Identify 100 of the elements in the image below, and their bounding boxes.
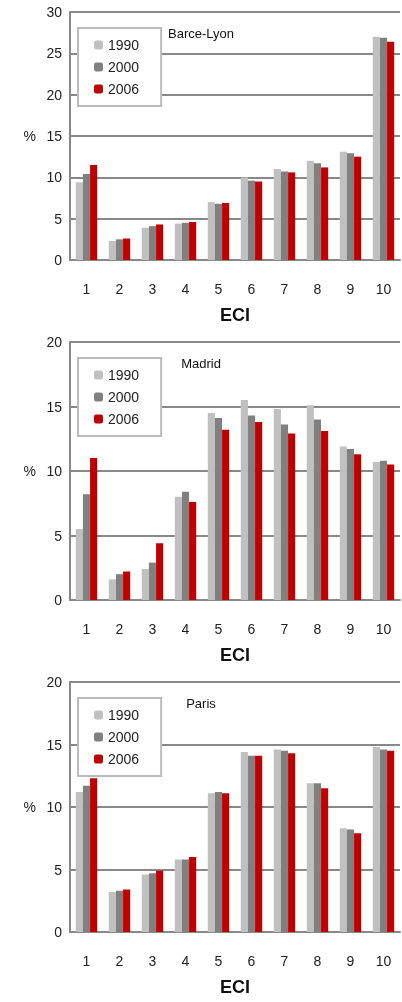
- y-tick-label: 15: [46, 398, 63, 415]
- bar: [255, 421, 263, 600]
- y-tick-label: 10: [46, 799, 63, 815]
- bar: [354, 833, 362, 932]
- x-tick-label: 2: [115, 281, 124, 297]
- y-tick-label: 0: [54, 592, 63, 608]
- bar: [372, 36, 380, 260]
- y-axis-title: %: [23, 128, 36, 144]
- x-tick-label: 4: [181, 953, 190, 969]
- bar: [339, 151, 347, 260]
- x-tick-label: 4: [181, 621, 190, 637]
- legend-label: 2006: [108, 411, 140, 427]
- text: Paris: [186, 696, 217, 711]
- x-tick-label: 8: [313, 953, 322, 969]
- y-tick-label: 15: [46, 736, 63, 753]
- bar: [222, 429, 230, 600]
- y-tick-label: 5: [54, 210, 63, 227]
- bar: [273, 749, 281, 932]
- bar: [240, 400, 248, 600]
- bar: [90, 778, 98, 932]
- legend-label: 1990: [108, 37, 140, 53]
- bar: [189, 501, 197, 600]
- bar: [156, 543, 164, 600]
- x-tick-label: 5: [214, 281, 223, 297]
- bar: [273, 169, 281, 260]
- x-tick-label: 5: [214, 953, 223, 969]
- bar: [90, 164, 98, 260]
- y-tick-label: 5: [54, 527, 63, 544]
- text: Barce-Lyon: [168, 26, 234, 41]
- x-tick-label: 7: [280, 281, 289, 297]
- legend-label: 2000: [108, 729, 140, 745]
- bar: [75, 792, 83, 932]
- legend-label: 2006: [108, 81, 140, 97]
- x-tick-label: 1: [82, 953, 91, 969]
- x-tick-label: 1: [82, 281, 91, 297]
- x-tick-label: 9: [346, 281, 355, 297]
- y-axis-title: %: [23, 799, 36, 815]
- y-tick-label: 0: [54, 924, 63, 940]
- bar: [288, 433, 296, 600]
- x-tick-label: 6: [247, 281, 256, 297]
- bar: [354, 156, 362, 260]
- x-tick-label: 2: [115, 621, 124, 637]
- bar: [240, 752, 248, 932]
- x-tick-label: 7: [280, 621, 289, 637]
- x-tick-label: 6: [247, 621, 256, 637]
- bar: [156, 870, 164, 932]
- x-tick-label: 9: [346, 953, 355, 969]
- bar: [108, 240, 116, 260]
- bar: [222, 202, 230, 260]
- bar: [387, 41, 395, 260]
- bar: [123, 238, 131, 260]
- x-tick-label: 10: [375, 621, 392, 637]
- x-tick-label: 9: [346, 621, 355, 637]
- x-tick-label: 6: [247, 953, 256, 969]
- y-tick-label: 25: [46, 45, 63, 62]
- bar: [354, 454, 362, 600]
- legend-label: 2000: [108, 59, 140, 75]
- y-tick-label: 10: [46, 169, 63, 186]
- x-tick-label: 3: [148, 621, 157, 637]
- x-tick-label: 8: [313, 281, 322, 297]
- legend-label: 1990: [108, 367, 140, 383]
- y-tick-label: 20: [46, 674, 63, 690]
- bar: [255, 181, 263, 260]
- x-tick-label: 7: [280, 953, 289, 969]
- bar: [141, 874, 149, 932]
- bar: [123, 571, 131, 600]
- bar: [174, 223, 182, 260]
- bar: [321, 167, 329, 260]
- y-tick-label: 0: [54, 252, 63, 268]
- x-tick-label: 3: [148, 281, 157, 297]
- bar: [108, 579, 116, 600]
- bar: [372, 747, 380, 932]
- bar: [141, 569, 149, 600]
- legend-label: 1990: [108, 707, 140, 723]
- bar: [174, 859, 182, 932]
- bar: [207, 202, 215, 260]
- bar: [75, 529, 83, 600]
- x-tick-label: 10: [375, 953, 392, 969]
- legend-label: 2000: [108, 389, 140, 405]
- bar: [123, 889, 131, 932]
- text: Madrid: [181, 356, 221, 371]
- x-axis-title: ECI: [219, 645, 251, 665]
- bar: [288, 172, 296, 260]
- bar: [273, 409, 281, 600]
- x-axis-title: ECI: [219, 305, 251, 325]
- bar: [108, 892, 116, 932]
- bar: [189, 857, 197, 932]
- bar: [372, 461, 380, 600]
- bar: [207, 412, 215, 600]
- y-tick-label: 5: [54, 861, 63, 878]
- bar: [207, 793, 215, 932]
- x-tick-label: 2: [115, 953, 124, 969]
- x-tick-label: 4: [181, 281, 190, 297]
- bar: [240, 177, 248, 260]
- y-tick-label: 20: [46, 86, 63, 103]
- legend-label: 2006: [108, 751, 140, 767]
- bar: [174, 496, 182, 600]
- bar: [255, 755, 263, 932]
- bar: [288, 753, 296, 932]
- x-tick-label: 10: [375, 281, 392, 297]
